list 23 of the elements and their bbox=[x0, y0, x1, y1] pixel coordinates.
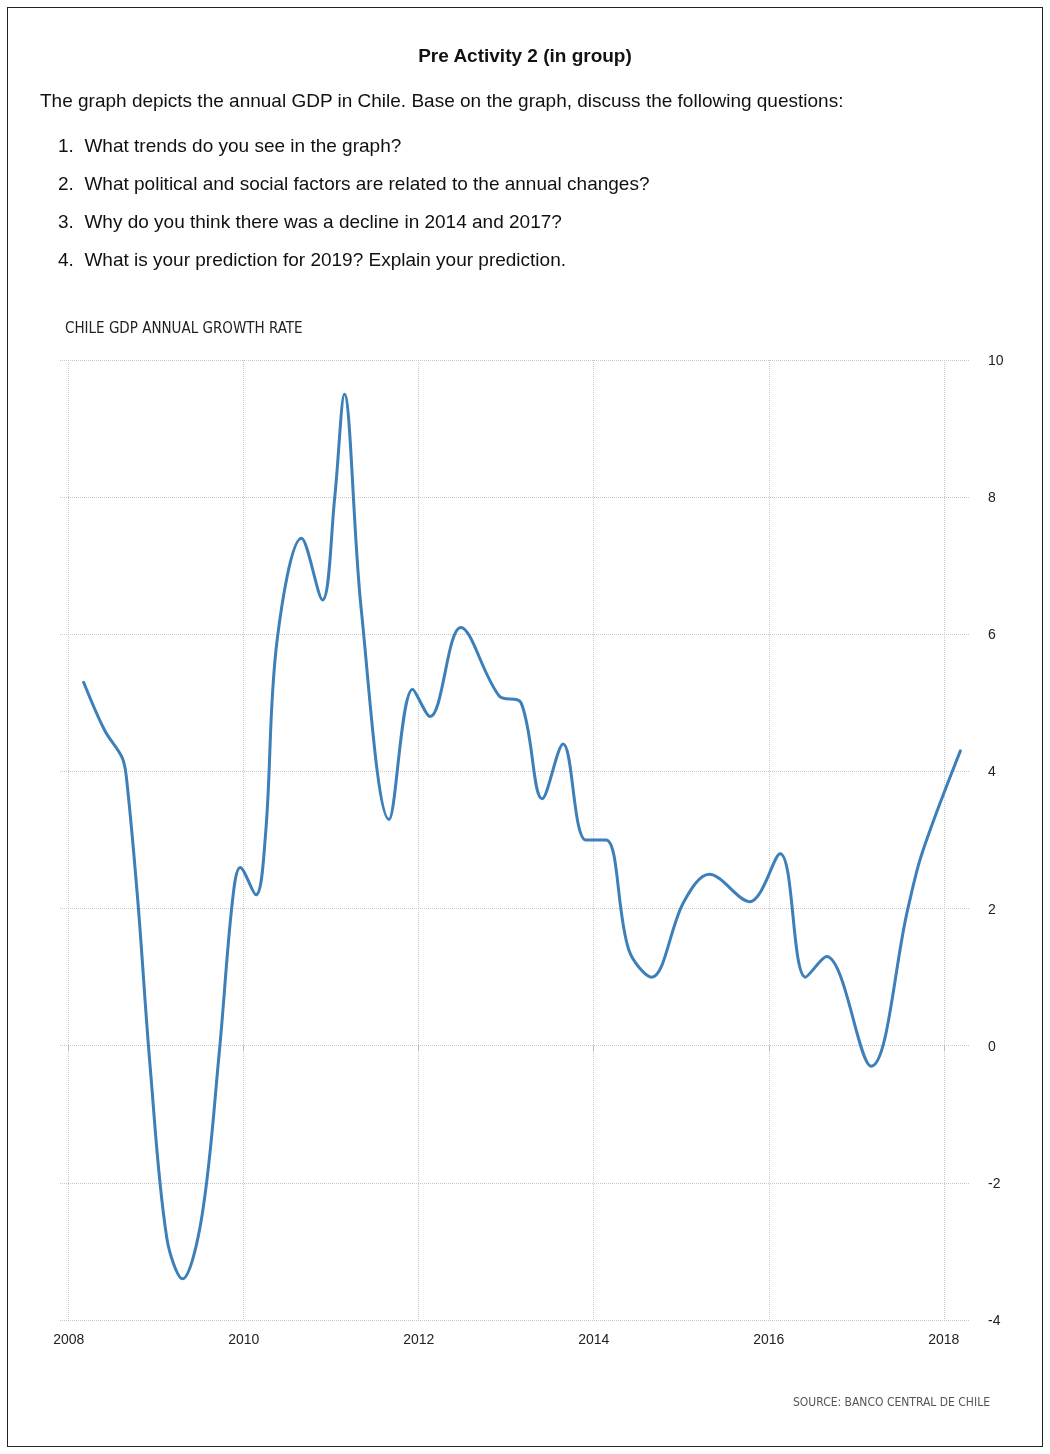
x-tick-label: 2012 bbox=[403, 1331, 435, 1347]
y-tick-label: 0 bbox=[988, 1037, 996, 1054]
y-tick-label: 10 bbox=[988, 352, 1004, 368]
y-tick-label: 8 bbox=[988, 489, 996, 506]
x-tick-label: 2016 bbox=[753, 1331, 785, 1347]
text: Pre Activity 2 (in group) bbox=[417, 45, 633, 67]
text: 4. What is your prediction for 2019? Explain your prediction. bbox=[58, 249, 566, 271]
text: The graph depicts the annual GDP in Chile. Base on the graph, discuss the following questions: bbox=[40, 90, 845, 112]
y-tick-label: 2 bbox=[988, 900, 996, 917]
source-note: SOURCE: BANCO CENTRAL DE CHILE bbox=[792, 1395, 990, 1409]
x-tick-label: 2014 bbox=[578, 1331, 610, 1347]
text: 3. Why do you think there was a decline in 2014 and 2017? bbox=[58, 211, 562, 233]
text: 1. What trends do you see in the graph? bbox=[58, 135, 402, 157]
text: 2. What political and social factors are related to the annual changes? bbox=[58, 173, 650, 195]
x-tick-label: 2010 bbox=[228, 1331, 260, 1347]
y-tick-label: 6 bbox=[988, 626, 996, 643]
chart-title: CHILE GDP ANNUAL GROWTH RATE bbox=[65, 318, 303, 337]
y-tick-label: -2 bbox=[988, 1174, 1001, 1191]
x-tick-label: 2018 bbox=[928, 1331, 960, 1347]
x-tick-label: 2008 bbox=[53, 1331, 85, 1347]
line-series bbox=[82, 392, 962, 1281]
y-tick-label: 4 bbox=[988, 763, 996, 780]
y-tick-label: -4 bbox=[988, 1312, 1001, 1328]
